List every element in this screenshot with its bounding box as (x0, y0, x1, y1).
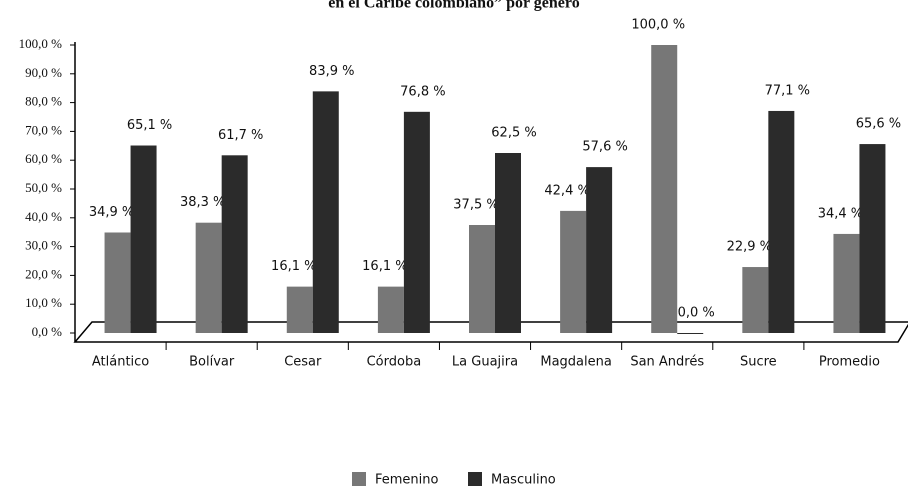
bar (742, 267, 769, 333)
bar (677, 333, 704, 334)
y-tick-label: 10,0 % (25, 295, 62, 310)
bar (859, 144, 886, 333)
y-tick-label: 60,0 % (25, 151, 62, 166)
value-label: 65,1 % (127, 118, 172, 133)
y-tick-label: 50,0 % (25, 180, 62, 195)
value-label: 42,4 % (544, 183, 589, 198)
legend-swatch (468, 472, 482, 486)
bar (104, 232, 131, 333)
y-tick-label: 40,0 % (25, 209, 62, 224)
value-label: 34,9 % (89, 205, 134, 220)
value-label: 61,7 % (218, 128, 263, 143)
x-tick-label: Bolívar (189, 355, 235, 370)
x-tick-label: Cesar (284, 355, 322, 370)
bar (195, 222, 222, 333)
x-tick-label: Promedio (819, 355, 880, 370)
y-tick-label: 70,0 % (25, 122, 62, 137)
value-label: 38,3 % (180, 195, 225, 210)
value-label: 57,6 % (582, 140, 627, 155)
x-tick-label: La Guajira (452, 355, 518, 370)
bar (403, 111, 430, 333)
bar (377, 286, 404, 333)
y-tick-label: 30,0 % (25, 238, 62, 253)
bar (651, 45, 678, 333)
legend-swatch (352, 472, 366, 486)
value-label: 62,5 % (491, 126, 536, 141)
value-label: 100,0 % (631, 18, 685, 33)
x-tick-label: Córdoba (367, 355, 422, 370)
value-label: 77,1 % (765, 83, 810, 98)
bar (586, 167, 613, 333)
bar (312, 91, 339, 333)
x-tick-label: Sucre (740, 355, 777, 370)
bar (768, 110, 795, 334)
x-tick-label: San Andrés (630, 355, 704, 370)
bar (495, 153, 521, 333)
x-tick-label: Magdalena (540, 355, 611, 370)
value-label: 16,1 % (271, 259, 316, 274)
bar (469, 225, 495, 333)
value-label: 16,1 % (362, 259, 407, 274)
legend-label: Masculino (491, 473, 556, 487)
bar (560, 210, 587, 333)
x-tick-label: Atlántico (92, 355, 149, 370)
value-label: 22,9 % (727, 240, 772, 255)
y-tick-label: 100,0 % (19, 36, 63, 51)
y-tick-label: 0,0 % (32, 324, 63, 339)
bar (833, 233, 860, 333)
floor (73, 321, 908, 343)
value-label: 83,9 % (309, 64, 354, 79)
value-label: 0,0 % (678, 306, 715, 321)
chart-title: en el Caribe colombiano” por género (328, 0, 579, 12)
value-label: 76,8 % (400, 84, 445, 99)
y-tick-label: 90,0 % (25, 65, 62, 80)
value-label: 65,6 % (856, 117, 901, 132)
value-label: 34,4 % (818, 206, 863, 221)
y-tick-label: 80,0 % (25, 94, 62, 109)
bar (221, 155, 248, 333)
bar (130, 145, 157, 333)
legend-label: Femenino (375, 473, 439, 487)
bar (286, 286, 313, 333)
value-label: 37,5 % (453, 198, 498, 213)
y-tick-label: 20,0 % (25, 266, 62, 281)
